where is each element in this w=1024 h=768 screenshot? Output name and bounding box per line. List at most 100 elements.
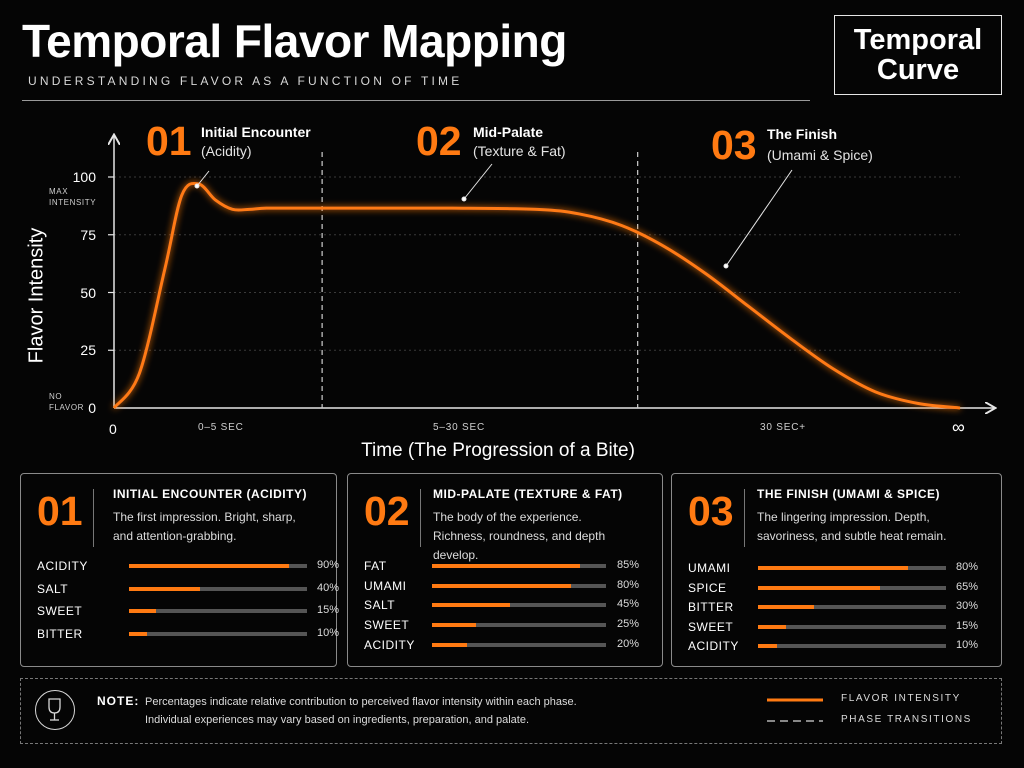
bar-fill [129,609,156,613]
bar-track [432,623,606,628]
bar-track [758,605,946,609]
bar-label: SWEET [37,604,83,618]
bar-row-umami: UMAMI 80% [688,561,996,581]
phase-2-name: Mid-Palate [473,124,544,140]
legend-flavor-swatch [767,698,823,702]
max-intensity-label: MAX INTENSITY [49,187,97,207]
note-label: NOTE: [97,694,140,708]
bar-track [432,583,606,588]
bar-label: UMAMI [364,578,407,593]
bar-fill [758,644,777,648]
bar-track [129,631,307,636]
bar-track [432,642,606,647]
bar-label: SALT [364,598,396,613]
note-box: NOTE: Percentages indicate relative cont… [20,678,1002,744]
phase-1-number: 01 [146,118,192,164]
badge-line-1: Temporal [853,24,983,56]
note-text: Percentages indicate relative contributi… [145,693,705,729]
bar-track [432,564,606,568]
bar-row-salt: SALT 45% [364,598,657,618]
bar-row-fat: FAT 85% [364,559,657,579]
phase-3-name: The Finish [767,126,837,142]
bar-fill [432,642,467,647]
flavor-intensity-line [112,181,961,410]
note-line-2: Individual experiences may vary based on… [145,714,530,726]
bar-label: UMAMI [688,561,731,575]
card-description: The lingering impression. Depth, savorin… [757,510,947,543]
x-axis-title: Time (The Progression of a Bite) [361,440,635,461]
bar-percent: 15% [956,619,979,632]
bar-label: BITTER [688,600,734,614]
no-flavor-label: NO FLAVOR [49,392,85,412]
card-title: THE FINISH (UMAMI & SPICE) [757,487,940,501]
y-tick-label: 75 [80,227,96,243]
card-description: The body of the experience. Richness, ro… [433,510,606,562]
x-tick-label: 0–5 SEC [198,422,244,433]
callout-lines [194,163,793,269]
bar-label: ACIDITY [364,637,415,652]
bar-percent: 20% [617,637,640,650]
bar-percent: 85% [617,559,640,571]
bar-fill [758,605,815,609]
bar-percent: 30% [956,600,979,612]
y-tick-label: 50 [80,285,96,301]
bar-track [758,585,946,590]
bar-fill [432,623,476,628]
card-number: 02 [364,488,410,534]
card-title: MID-PALATE (TEXTURE & FAT) [433,487,623,501]
bar-label: SWEET [364,618,410,633]
card-number: 03 [688,488,734,534]
x-tick-label: 30 SEC+ [760,422,806,433]
phase-transition-lines [321,152,639,408]
bar-percent: 25% [617,618,640,631]
bar-row-spice: SPICE 65% [688,581,996,601]
bar-row-sweet: SWEET 15% [37,604,357,624]
bar-track [129,609,307,613]
badge-line-2: Curve [876,54,960,86]
phase-2-desc: (Texture & Fat) [473,143,566,159]
bar-row-acidity: ACIDITY 10% [688,639,996,659]
phase-1-name: Initial Encounter [201,124,311,140]
phase-2-number: 02 [416,118,462,164]
bar-track [758,566,946,570]
y-tick-label: 100 [72,169,96,185]
bar-row-bitter: BITTER 10% [37,627,357,647]
bar-row-salt: SALT 40% [37,582,357,602]
bar-fill [129,586,201,591]
bar-track [758,624,946,629]
bar-track [129,586,307,591]
bar-percent: 10% [317,626,340,639]
phase-card-1: 01 INITIAL ENCOUNTER (ACIDITY) The first… [20,473,339,667]
page-title: Temporal Flavor Mapping [22,15,567,67]
phase-3-desc: (Umami & Spice) [767,147,873,163]
bar-fill [758,566,909,570]
bar-percent: 10% [956,639,979,651]
bar-label: SWEET [688,619,734,634]
bar-track [129,564,307,568]
x-tick-label: 0 [109,421,118,437]
bar-fill [129,564,290,568]
bar-percent: 15% [317,604,340,616]
card-title: INITIAL ENCOUNTER (ACIDITY) [113,487,307,501]
bar-percent: 65% [956,580,979,593]
bar-label: FAT [364,559,387,573]
bar-row-bitter: BITTER 30% [688,600,996,620]
bar-fill [758,624,787,629]
bar-row-sweet: SWEET 25% [364,618,657,638]
bar-percent: 45% [617,598,640,611]
bar-label: ACIDITY [37,559,88,573]
card-number: 01 [37,488,83,534]
bar-label: ACIDITY [688,639,739,653]
card-description: The first impression. Bright, sharp, and… [113,510,296,543]
bar-fill [432,564,580,568]
y-axis-title: Flavor Intensity [25,227,48,364]
bar-fill [432,603,511,608]
phase-card-2: 02 MID-PALATE (TEXTURE & FAT) The body o… [347,473,663,667]
page-subtitle: UNDERSTANDING FLAVOR AS A FUNCTION OF TI… [28,74,463,88]
bar-track [758,644,946,648]
bar-percent: 40% [317,581,340,594]
bar-row-sweet: SWEET 15% [688,620,996,640]
title-divider [22,100,810,101]
bar-row-acidity: ACIDITY 90% [37,559,357,579]
card-divider [744,489,745,547]
